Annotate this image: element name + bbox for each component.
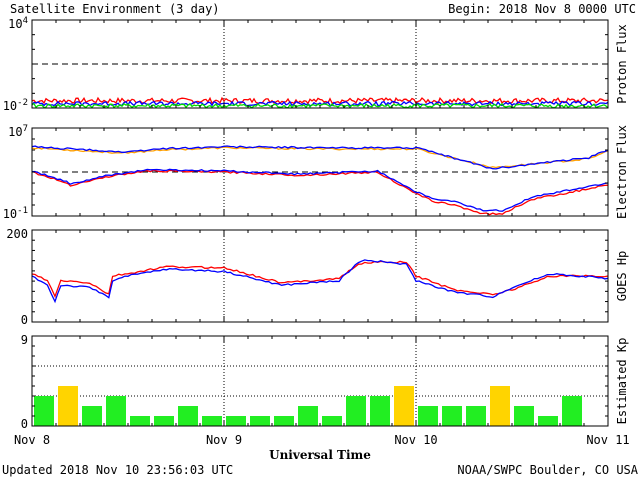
hp-frame: [31, 229, 609, 323]
electron-y-axis-label: Electron Flux: [615, 125, 629, 219]
electron-panel: 107 10-1 Electron Flux: [3, 124, 629, 221]
x-tick-label-2: Nov 10: [394, 433, 437, 447]
kp-bar: [82, 406, 102, 426]
hp-y-axis-label: GOES Hp: [615, 251, 629, 302]
proton-frame: [31, 19, 609, 109]
electron-series-blue: [31, 168, 609, 212]
electron-series-orange: [31, 146, 609, 169]
hp-series-blue: [31, 259, 609, 304]
kp-bar: [154, 416, 174, 426]
chart-title: Satellite Environment (3 day): [10, 2, 220, 16]
proton-panel: 104 10-2 Proton Flux: [3, 16, 629, 113]
updated-timestamp: Updated 2018 Nov 10 23:56:03 UTC: [2, 463, 233, 477]
panels: 104 10-2 Proton Flux 107 10-1 Electron Flux 20…: [3, 16, 629, 431]
x-tick-label-0: Nov 8: [14, 433, 50, 447]
begin-label: Begin: 2018 Nov 8 0000 UTC: [448, 2, 636, 16]
kp-bar: [226, 416, 246, 426]
electron-y-tick-exponent: 7: [23, 124, 28, 134]
kp-bar: [346, 396, 366, 426]
kp-bar: [250, 416, 270, 426]
kp-bar: [34, 396, 54, 426]
kp-bar: [298, 406, 318, 426]
proton-series-red: [31, 96, 609, 105]
kp-bar: [394, 386, 414, 426]
hp-y-tick-label: 200: [6, 227, 28, 241]
kp-bar: [490, 386, 510, 426]
kp-bar: [202, 416, 222, 426]
hp-series-red: [31, 260, 609, 299]
kp-bar: [514, 406, 534, 426]
kp-bar: [130, 416, 150, 426]
electron-y-tick-label: 10-1: [3, 206, 28, 221]
kp-bar: [562, 396, 582, 426]
x-tick-label-3: Nov 11: [586, 433, 629, 447]
proton-y-tick-label: 104: [8, 16, 28, 31]
proton-y-tick-exponent: -2: [17, 98, 28, 108]
hp-y-tick-label: 0: [21, 313, 28, 327]
kp-y-tick-label: 9: [21, 333, 28, 347]
kp-bar: [274, 416, 294, 426]
kp-bar: [178, 406, 198, 426]
kp-bar: [466, 406, 486, 426]
x-axis-title: Universal Time: [269, 448, 371, 462]
kp-y-axis-label: Estimated Kp: [615, 338, 629, 425]
kp-bar: [442, 406, 462, 426]
kp-bar: [58, 386, 78, 426]
credit-label: NOAA/SWPC Boulder, CO USA: [457, 463, 638, 477]
kp-bar: [370, 396, 390, 426]
kp-bar: [106, 396, 126, 426]
proton-y-axis-label: Proton Flux: [615, 24, 629, 103]
kp-bar: [538, 416, 558, 426]
kp-bar: [418, 406, 438, 426]
kp-y-tick-label: 0: [21, 417, 28, 431]
kp-bar: [322, 416, 342, 426]
proton-y-tick-exponent: 4: [23, 16, 28, 26]
proton-y-tick-label: 10-2: [3, 98, 28, 113]
electron-y-tick-exponent: -1: [17, 206, 28, 216]
kp-panel: 9 0 Estimated Kp: [21, 333, 629, 431]
electron-series-red: [31, 169, 609, 216]
electron-y-tick-label: 107: [8, 124, 28, 139]
electron-series-blue: [31, 145, 609, 170]
hp-panel: 200 0 GOES Hp: [6, 227, 629, 327]
x-tick-label-1: Nov 9: [206, 433, 242, 447]
